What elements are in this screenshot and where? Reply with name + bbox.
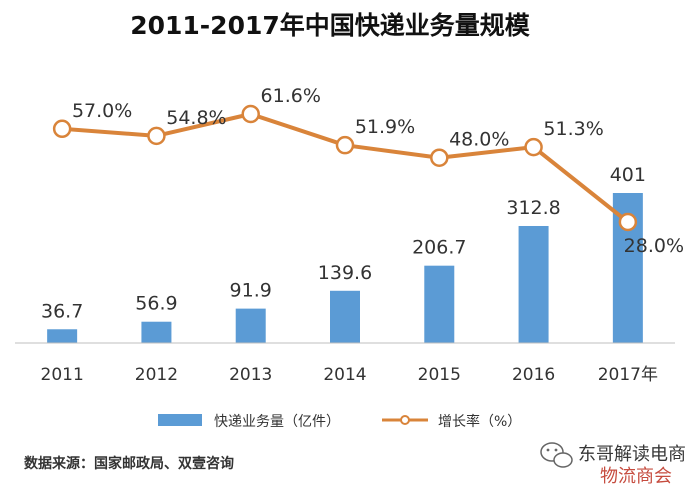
growth-point — [618, 212, 638, 232]
growth-value-label: 48.0% — [449, 129, 509, 151]
bar-value-label: 56.9 — [135, 293, 177, 315]
growth-line-layer: 57.0% 54.8% 61.6% 51.9% 48.0% 51.3% 28.0% — [52, 85, 684, 257]
bar — [424, 265, 455, 343]
growth-point — [147, 126, 166, 146]
x-tick-label: 2014 — [323, 365, 366, 385]
bar — [47, 329, 78, 343]
bar — [518, 225, 549, 343]
growth-point — [241, 104, 260, 124]
growth-value-label: 51.9% — [355, 116, 415, 138]
x-tick-label: 2013 — [229, 365, 272, 385]
x-tick-label: 2016 — [512, 365, 555, 385]
bar-value-label: 401 — [610, 164, 646, 186]
growth-point — [524, 137, 543, 157]
chart-title: 2011-2017年中国快递业务量规模 — [130, 11, 531, 40]
bar — [235, 308, 266, 343]
bar-value-label: 91.9 — [230, 280, 272, 302]
source-note: 数据来源：国家邮政局、双壹咨询 — [24, 455, 234, 472]
x-tick-label: 2015 — [418, 365, 461, 385]
growth-value-label: 28.0% — [624, 235, 684, 257]
growth-value-label: 51.3% — [543, 118, 603, 140]
bar-value-label: 206.7 — [412, 237, 466, 259]
x-tick-label: 2017年 — [598, 365, 658, 385]
growth-point — [430, 148, 449, 167]
bar — [330, 290, 360, 343]
legend-line-marker — [400, 415, 410, 425]
x-tick-labels: 2011 2012 2013 2014 2015 2016 2017年 — [41, 365, 658, 385]
watermark-line1: 东哥解读电商 — [578, 444, 686, 465]
bar-value-label: 312.8 — [506, 197, 560, 219]
bars-layer: 36.7 56.9 91.9 139.6 206.7 312.8 401 — [41, 164, 646, 343]
legend-line-label: 增长率（%） — [438, 413, 521, 430]
legend-bar-label: 快递业务量（亿件） — [214, 414, 340, 430]
x-tick-label: 2011 — [41, 365, 84, 385]
bar — [141, 321, 172, 343]
growth-value-label: 54.8% — [166, 107, 226, 129]
bar-value-label: 36.7 — [41, 300, 83, 322]
growth-point — [335, 135, 355, 155]
x-tick-label: 2012 — [135, 365, 178, 385]
wechat-icon — [540, 442, 573, 468]
legend-bar-swatch — [158, 414, 202, 426]
growth-value-label: 57.0% — [72, 100, 132, 122]
growth-value-label: 61.6% — [261, 85, 321, 107]
legend: 快递业务量（亿件） 增长率（%） — [158, 413, 521, 430]
watermark-line2: 物流商会 — [600, 466, 672, 487]
bar-value-label: 139.6 — [318, 262, 372, 284]
growth-point — [52, 119, 72, 139]
watermark: 东哥解读电商 物流商会 — [540, 442, 686, 487]
